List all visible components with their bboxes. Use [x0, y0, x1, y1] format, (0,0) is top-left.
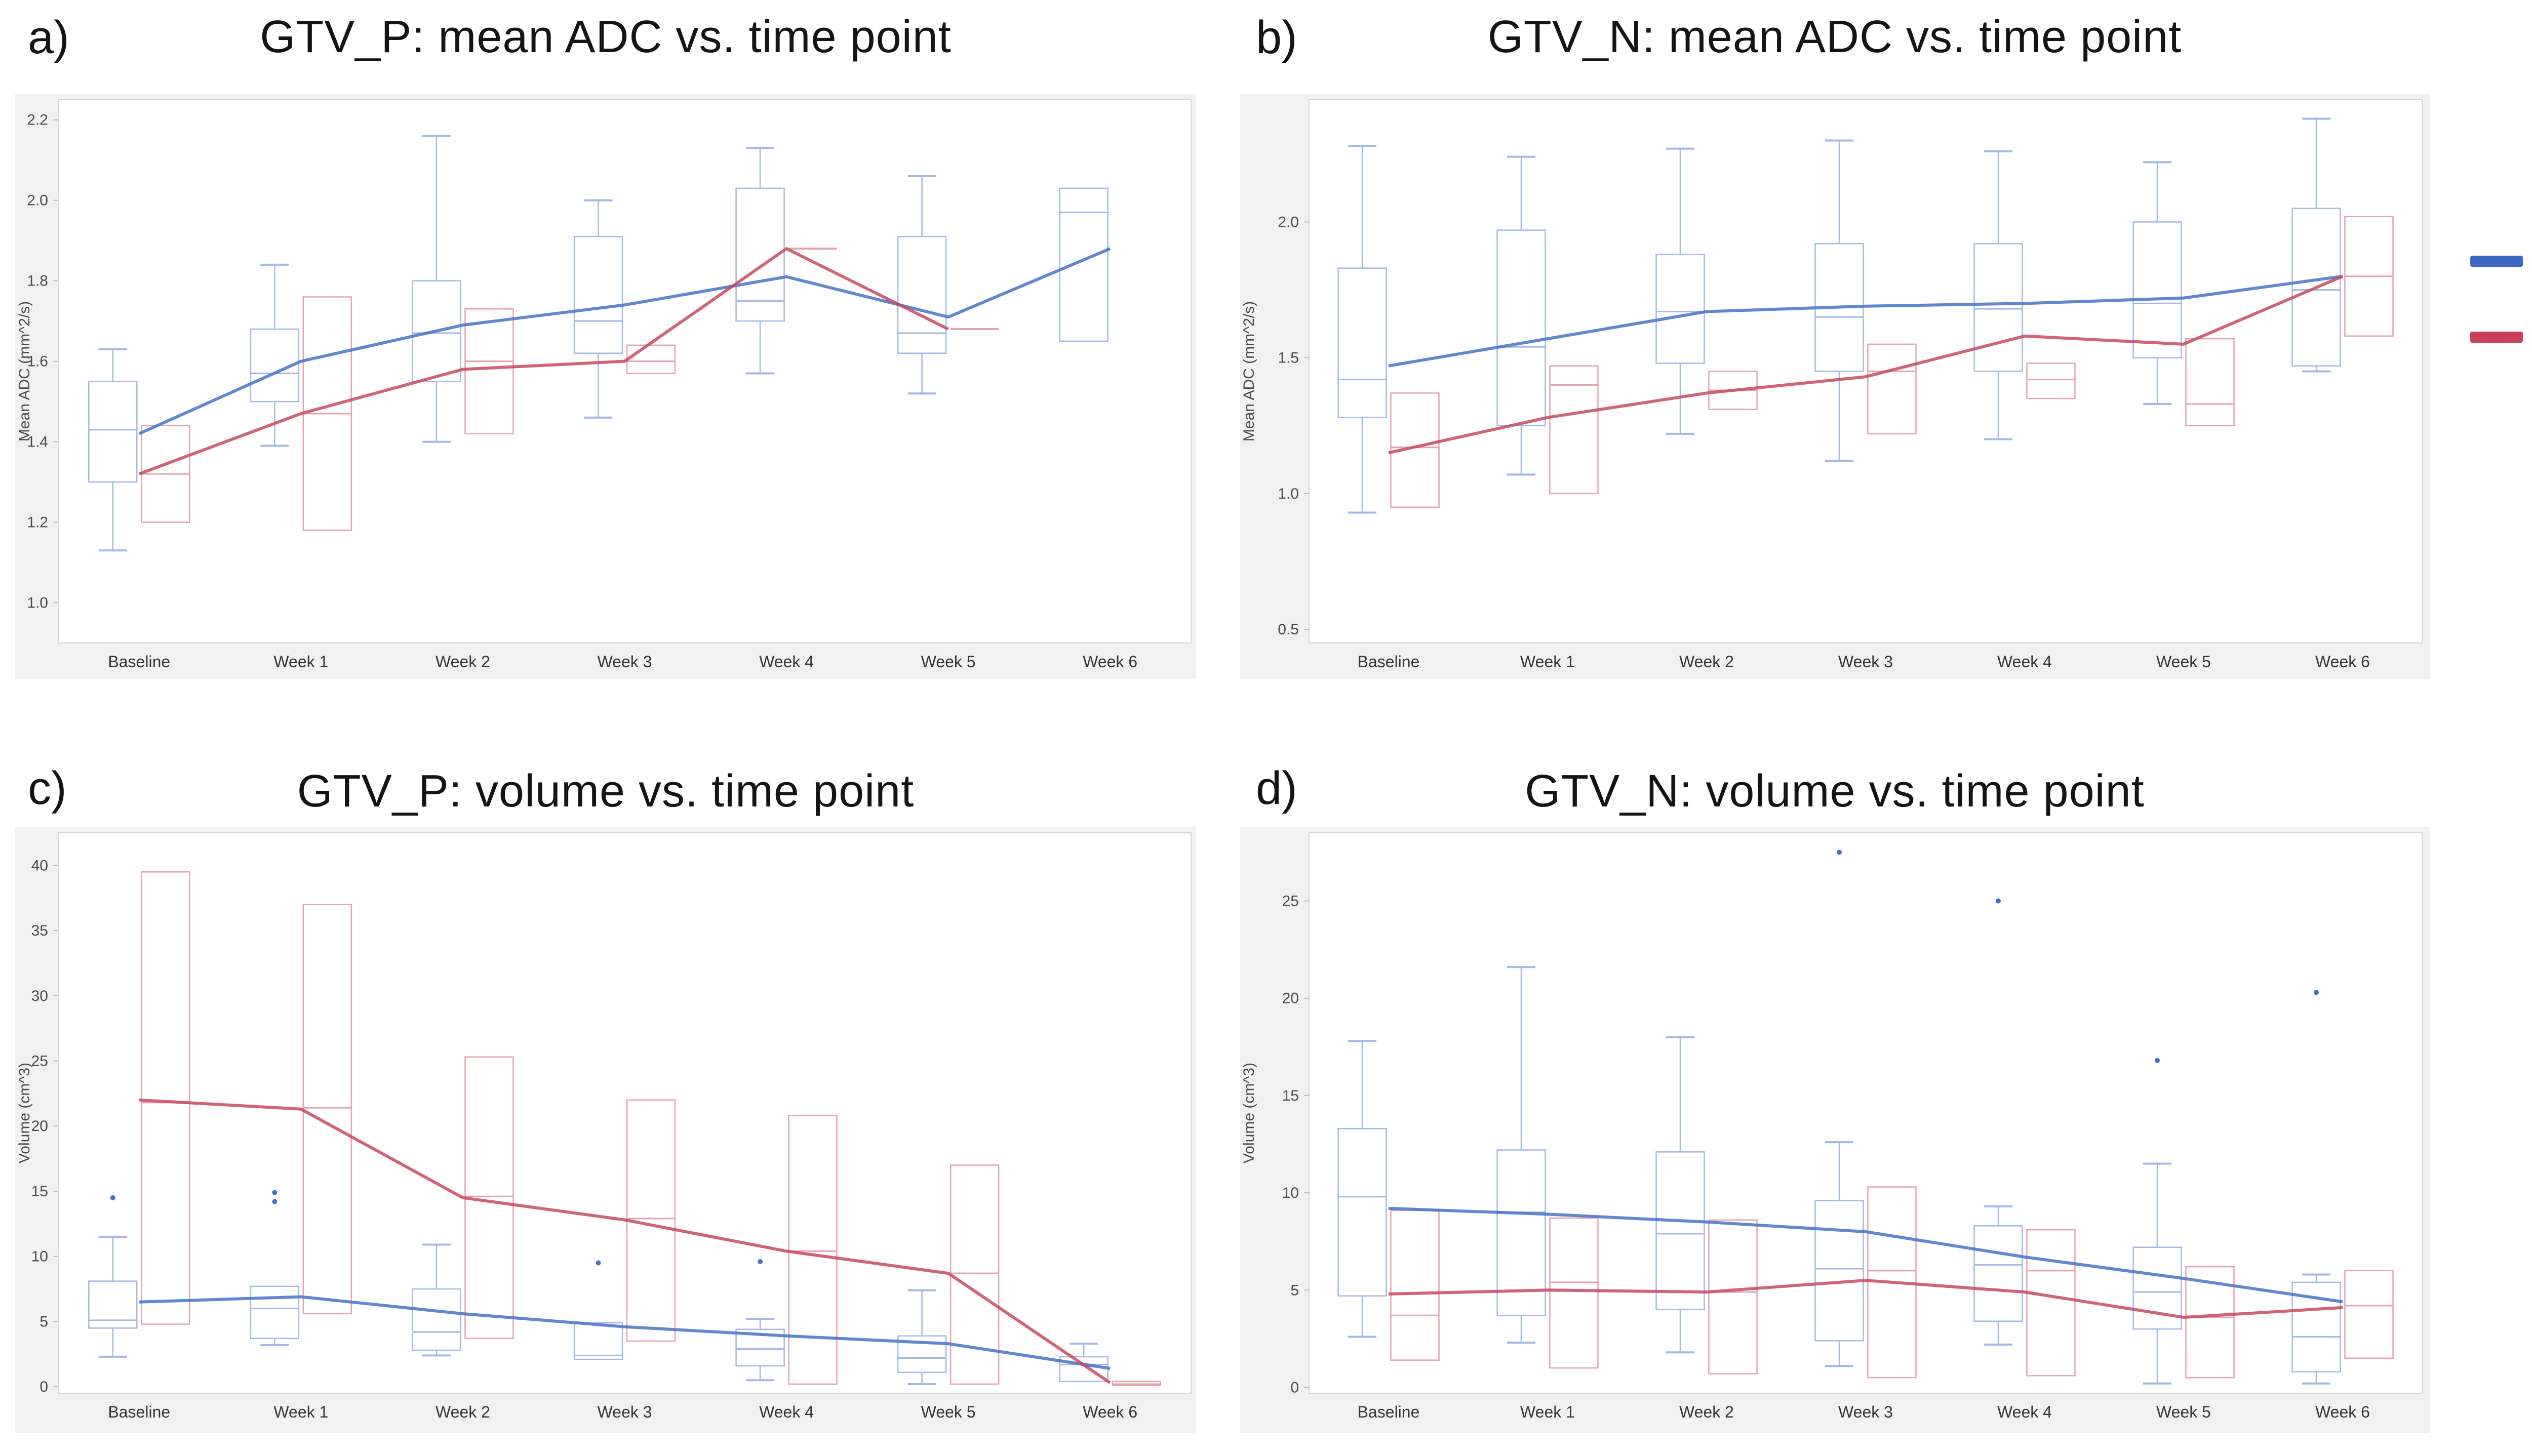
svg-text:2.0: 2.0 — [27, 192, 48, 209]
panel-b-chart: 0.5 1.0 1.5 2.0 Baseline Week 1 Week 2 Week 3 We… — [1240, 94, 2430, 679]
svg-text:Volume (cm^3): Volume (cm^3) — [16, 1063, 33, 1163]
svg-text:30: 30 — [31, 988, 48, 1004]
svg-text:Mean ADC (mm^2/s): Mean ADC (mm^2/s) — [16, 301, 33, 441]
svg-text:Week 5: Week 5 — [2156, 1403, 2211, 1421]
svg-text:Week 4: Week 4 — [1997, 1403, 2052, 1421]
panel-c-chart: 0 5 10 15 20 25 30 35 40 Baseline Week 1 Week 2 Week… — [15, 827, 1196, 1433]
svg-text:Week 2: Week 2 — [1679, 653, 1734, 671]
svg-text:35: 35 — [31, 922, 48, 939]
svg-text:5: 5 — [1290, 1282, 1299, 1299]
svg-text:Week 5: Week 5 — [2156, 653, 2211, 671]
panel-c-title: GTV_P: volume vs. time point — [297, 766, 915, 817]
svg-text:1.2: 1.2 — [27, 514, 48, 531]
panel-a-title: GTV_P: mean ADC vs. time point — [260, 12, 952, 62]
svg-text:10: 10 — [31, 1248, 48, 1265]
svg-text:Week 2: Week 2 — [1679, 1403, 1734, 1421]
svg-text:Baseline: Baseline — [1358, 653, 1420, 671]
svg-text:1.8: 1.8 — [27, 273, 48, 290]
legend-item-ned: NED — [2470, 238, 2532, 285]
svg-text:5: 5 — [39, 1313, 48, 1330]
svg-text:Week 6: Week 6 — [2315, 653, 2370, 671]
svg-text:Week 1: Week 1 — [273, 1403, 328, 1421]
svg-text:1.0: 1.0 — [27, 595, 48, 612]
svg-text:Week 4: Week 4 — [1997, 653, 2052, 671]
svg-text:Week 5: Week 5 — [921, 1403, 976, 1421]
svg-text:2.2: 2.2 — [27, 112, 48, 129]
svg-text:Baseline: Baseline — [1358, 1403, 1420, 1421]
svg-text:2.0: 2.0 — [1278, 214, 1299, 230]
svg-text:Week 5: Week 5 — [921, 653, 976, 671]
panel-c-letter: c) — [28, 762, 67, 814]
svg-text:1.4: 1.4 — [27, 434, 48, 451]
svg-text:Baseline: Baseline — [108, 1403, 170, 1421]
svg-text:Week 3: Week 3 — [598, 1403, 652, 1421]
svg-text:Week 4: Week 4 — [759, 653, 814, 671]
svg-text:Week 6: Week 6 — [1083, 653, 1137, 671]
recurrence-line-swatch-icon — [2470, 332, 2523, 343]
svg-text:Week 3: Week 3 — [598, 653, 652, 671]
svg-text:0: 0 — [39, 1379, 48, 1395]
panel-b-title: GTV_N: mean ADC vs. time point — [1487, 12, 2182, 62]
svg-text:15: 15 — [1282, 1087, 1299, 1104]
svg-text:1.6: 1.6 — [27, 353, 48, 370]
svg-text:25: 25 — [31, 1053, 48, 1070]
svg-text:10: 10 — [1282, 1185, 1299, 1201]
panel-d-chart: 0 5 10 15 20 25 Baseline Week 1 Week 2 Week 3 Week… — [1240, 827, 2430, 1433]
legend: NED Recurrence — [2470, 238, 2532, 360]
svg-text:Week 1: Week 1 — [1520, 1403, 1575, 1421]
legend-item-recurrence: Recurrence — [2470, 314, 2532, 360]
svg-text:Week 1: Week 1 — [1520, 653, 1575, 671]
panel-b-letter: b) — [1256, 12, 1297, 63]
svg-text:1.0: 1.0 — [1278, 486, 1299, 502]
svg-text:Volume (cm^3): Volume (cm^3) — [1241, 1063, 1257, 1163]
panel-d-letter: d) — [1256, 762, 1297, 814]
panel-d-title: GTV_N: volume vs. time point — [1525, 766, 2145, 817]
svg-text:Mean ADC (mm^2/s): Mean ADC (mm^2/s) — [1241, 301, 1257, 441]
panel-a-chart: 1.0 1.2 1.4 1.6 1.8 2.0 2.2 Baseline Week 1 Week … — [15, 94, 1196, 679]
svg-text:0: 0 — [1290, 1379, 1299, 1396]
svg-text:Week 1: Week 1 — [273, 653, 328, 671]
svg-text:1.5: 1.5 — [1278, 350, 1299, 367]
svg-text:Week 3: Week 3 — [1838, 1403, 1893, 1421]
svg-text:20: 20 — [1282, 990, 1299, 1007]
svg-text:Week 6: Week 6 — [1083, 1403, 1137, 1421]
svg-text:Week 4: Week 4 — [759, 1403, 814, 1421]
panel-a-letter: a) — [28, 12, 69, 63]
svg-text:0.5: 0.5 — [1278, 621, 1299, 638]
svg-text:Week 2: Week 2 — [436, 653, 490, 671]
svg-text:Week 2: Week 2 — [436, 1403, 490, 1421]
svg-text:Week 6: Week 6 — [2315, 1403, 2370, 1421]
svg-text:Baseline: Baseline — [108, 653, 170, 671]
svg-text:20: 20 — [31, 1118, 48, 1135]
svg-text:Week 3: Week 3 — [1838, 653, 1893, 671]
ned-line-swatch-icon — [2470, 256, 2523, 267]
svg-text:40: 40 — [31, 857, 48, 874]
svg-text:15: 15 — [31, 1183, 48, 1200]
svg-text:25: 25 — [1282, 893, 1299, 910]
